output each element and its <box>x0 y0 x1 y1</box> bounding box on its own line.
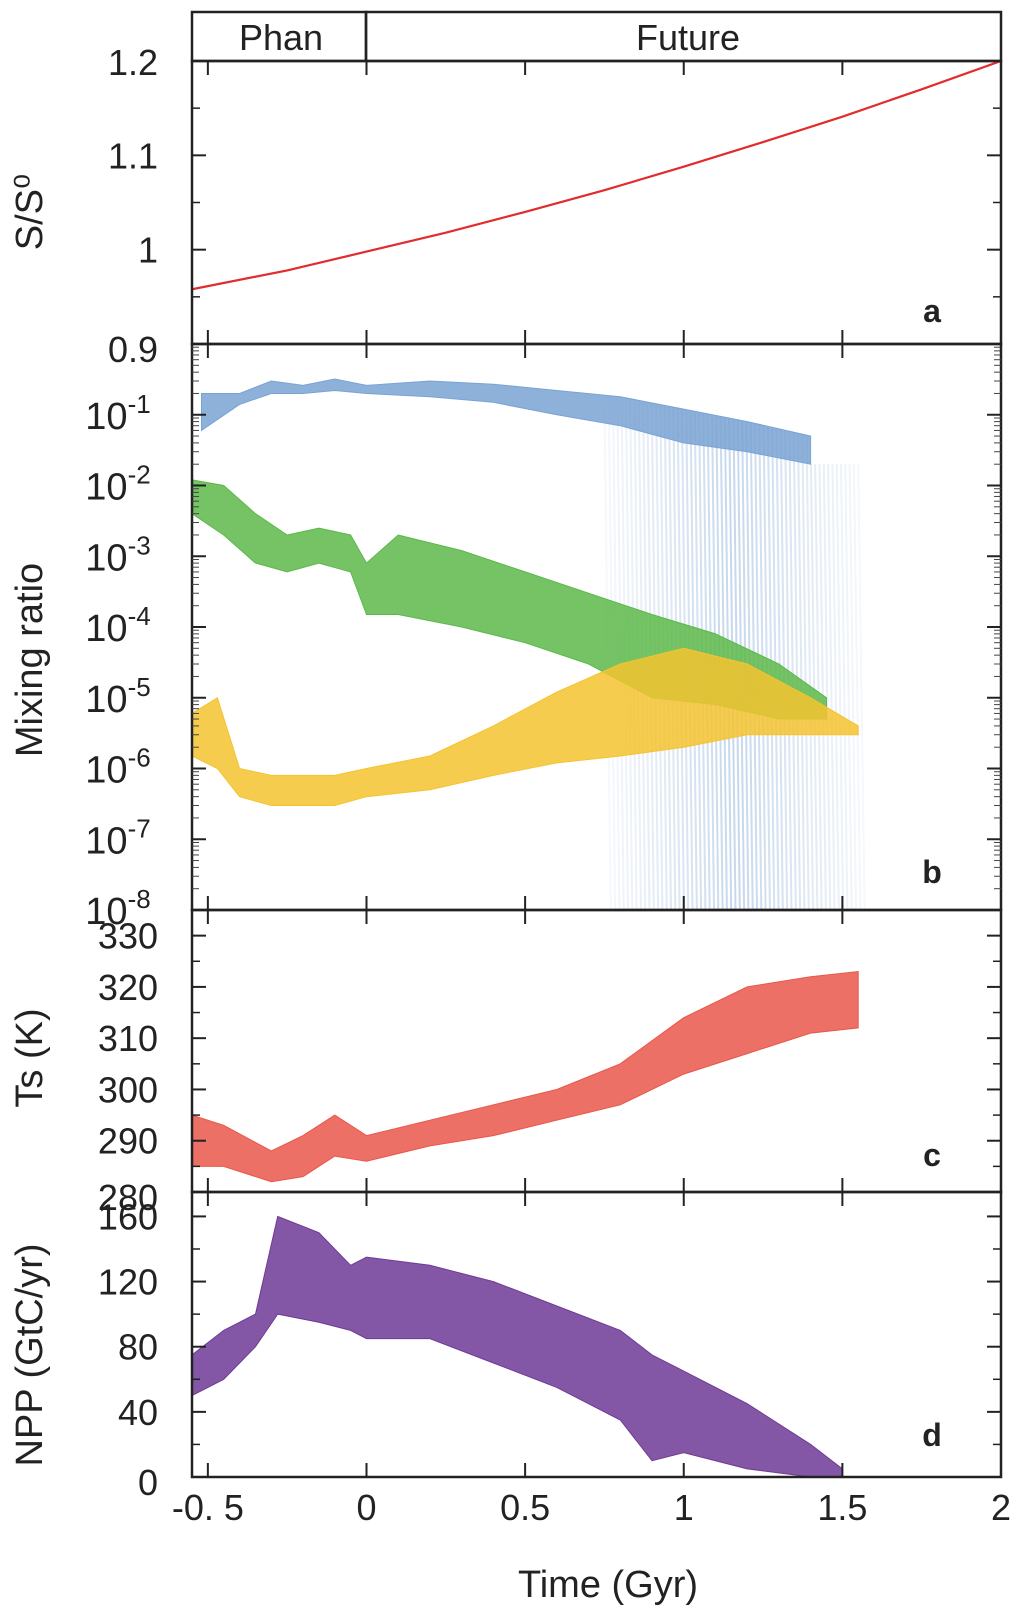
collapse-line <box>857 464 866 910</box>
collapse-line <box>792 432 802 910</box>
xtick-label: 2 <box>991 1487 1011 1528</box>
ytick-label: 290 <box>98 1121 158 1162</box>
panel-b-ylabel: Mixing ratio <box>9 563 51 757</box>
series-group <box>192 1215 843 1477</box>
collapse-line <box>852 464 862 910</box>
panel-letter-d: d <box>922 1417 942 1453</box>
period-header: Phan Future <box>190 10 1003 63</box>
ytick-label: 120 <box>98 1262 158 1303</box>
series-group <box>192 61 1001 291</box>
collapse-line <box>797 433 806 910</box>
panel-frame <box>190 1190 1003 1479</box>
ytick-label: 10-6 <box>85 743 150 792</box>
collapse-line <box>835 464 845 910</box>
xtick-label: 0 <box>356 1487 376 1528</box>
collapse-line <box>805 435 814 910</box>
collapse-line <box>831 464 840 910</box>
collapse-line <box>822 464 832 910</box>
ytick-label: 0.9 <box>108 329 158 370</box>
header-future-label: Future <box>636 17 740 58</box>
collapse-line <box>840 464 849 910</box>
series-band-2 <box>192 647 859 806</box>
collapse-line <box>818 464 827 910</box>
ytick-label: 1.2 <box>108 42 158 83</box>
series-group <box>192 970 859 1183</box>
ytick-label: 10-3 <box>85 530 150 579</box>
x-axis-title: Time (Gyr) <box>518 1564 698 1606</box>
panel-letter-a: a <box>923 293 941 329</box>
ytick-label: 10-5 <box>85 672 150 721</box>
ytick-label: 330 <box>98 916 158 957</box>
collapse-line <box>814 464 823 910</box>
ytick-label: 300 <box>98 1069 158 1110</box>
collapse-line <box>848 464 857 910</box>
xtick-label: -0. 5 <box>172 1487 244 1528</box>
collapse-line <box>827 464 836 910</box>
series-band-0 <box>192 1215 843 1477</box>
ytick-label: 10-1 <box>85 389 150 438</box>
panel-letter-c: c <box>923 1137 941 1173</box>
ytick-label: 10-8 <box>85 884 150 933</box>
ytick-label: 310 <box>98 1018 158 1059</box>
panel-a-solar-constant: 0.9 1 1.1 1.2 <box>108 42 1003 370</box>
panel-d-npp: 0 40 80 120 160 <box>98 1190 1003 1503</box>
panel-b-mixing-ratio: 10-1 10-2 10-3 10-4 10-5 10-6 10-7 10-8 <box>85 342 1003 933</box>
ytick-label: 160 <box>98 1196 158 1237</box>
ytick-label: 40 <box>118 1392 158 1433</box>
xtick-label: 0.5 <box>500 1487 550 1528</box>
x-axis: -0. 5 0 0.5 1 1.5 2 <box>172 1487 1011 1528</box>
panel-c-ylabel: Ts (K) <box>9 1008 51 1107</box>
header-phan-label: Phan <box>239 17 323 58</box>
ytick-label: 1 <box>138 230 158 271</box>
panel-d-ylabel: NPP (GtC/yr) <box>9 1243 51 1466</box>
collapse-line <box>788 431 797 910</box>
series-band-0 <box>201 378 812 465</box>
ytick-label: 80 <box>118 1327 158 1368</box>
collapse-line <box>844 464 853 910</box>
ytick-label: 10-7 <box>85 813 150 862</box>
ytick-label: 10-2 <box>85 460 150 509</box>
xtick-label: 1 <box>674 1487 694 1528</box>
ytick-label: 280 <box>98 1177 158 1218</box>
collapse-line <box>801 434 810 910</box>
collapse-line <box>809 464 819 910</box>
panel-c-surface-temperature: 280 290 300 310 320 330 <box>98 908 1003 1218</box>
series-group <box>192 378 866 910</box>
ytick-label: 320 <box>98 967 158 1008</box>
ytick-label: 10-4 <box>85 601 150 650</box>
series-band-0 <box>192 970 859 1183</box>
ytick-label: 0 <box>138 1462 158 1503</box>
panel-a-ylabel: S/S⁰ <box>9 174 51 250</box>
panel-letter-b: b <box>922 854 942 890</box>
ytick-label: 1.1 <box>108 135 158 176</box>
series-line-0 <box>192 61 1001 291</box>
xtick-label: 1.5 <box>817 1487 867 1528</box>
